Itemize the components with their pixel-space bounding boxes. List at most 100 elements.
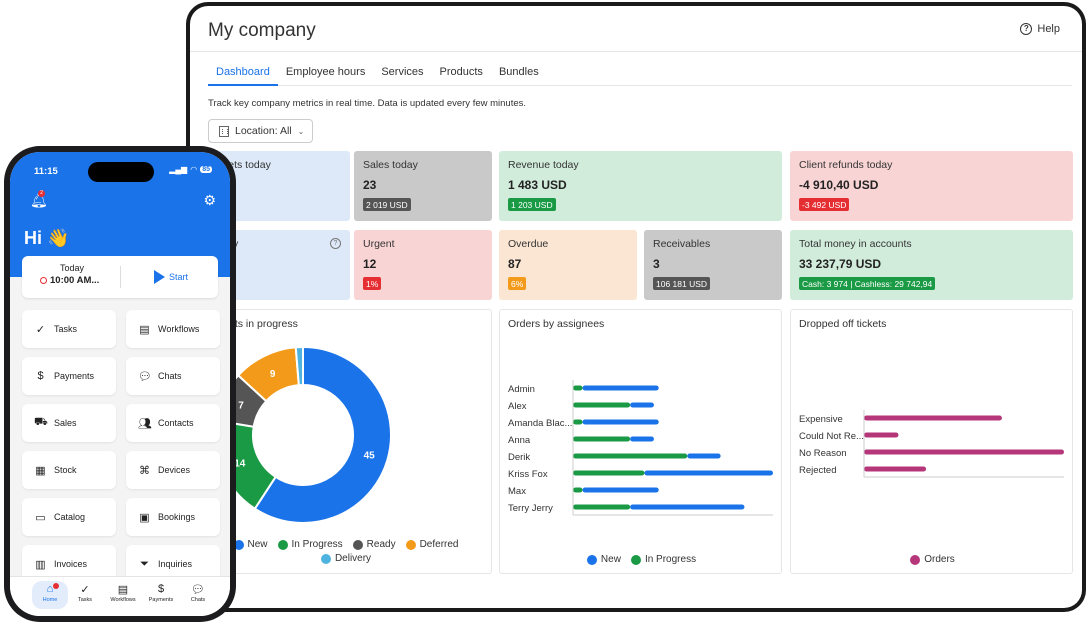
stock-button[interactable]: ▦ Stock: [22, 451, 116, 489]
legend-item: In Progress: [277, 539, 343, 550]
bar-category-label: Max: [508, 486, 526, 497]
bar-segment: [573, 487, 583, 493]
tab-services[interactable]: Services: [381, 66, 424, 78]
tab-dashboard[interactable]: Dashboard: [208, 64, 278, 86]
bar-segment: [573, 504, 631, 510]
cart-icon: ⛟: [34, 416, 48, 428]
bar-category-label: Terry Jerry: [508, 503, 553, 514]
donut-slice: [253, 345, 392, 524]
tab-payments[interactable]: $ Payments: [143, 583, 179, 603]
play-icon: [154, 270, 165, 284]
chat-icon: 💬︎: [138, 370, 152, 383]
command-icon: ⌘: [139, 464, 150, 477]
bar-segment: [864, 415, 1002, 421]
bar-segment: [573, 385, 583, 391]
today-time: 10:00 AM...: [40, 275, 99, 286]
info-icon[interactable]: ?: [330, 238, 341, 249]
total-money-card[interactable]: Total money in accounts 33 237,79 USD Ca…: [790, 230, 1073, 300]
tab-chats[interactable]: 💬︎ Chats: [180, 583, 216, 603]
tab-home[interactable]: ⌂ Home: [32, 581, 68, 609]
donut-slice: [294, 345, 304, 387]
dropped-off-panel: Dropped off tickets Expensive Could Not R…: [790, 309, 1073, 574]
bar-segment: [864, 466, 927, 472]
card-value: 3: [653, 257, 660, 271]
card-label: Revenue today: [508, 159, 579, 171]
start-label: Start: [169, 272, 189, 282]
bar-category-label: Rejected: [799, 465, 837, 476]
bar-segment: [864, 432, 899, 438]
panel-title: Dropped off tickets: [799, 318, 887, 330]
urgent-card[interactable]: Urgent 12 1%: [354, 230, 492, 300]
divider: [120, 266, 121, 288]
location-label: Location: All: [235, 125, 292, 137]
tab-workflows[interactable]: ▤ Workflows: [105, 583, 141, 603]
card-label: Client refunds today: [799, 159, 893, 171]
status-time: 11:15: [34, 166, 58, 177]
chats-button[interactable]: 💬︎ Chats: [126, 357, 220, 395]
revenue-today-card[interactable]: Revenue today 1 483 USD 1 203 USD: [499, 151, 782, 221]
sales-button[interactable]: ⛟ Sales: [22, 404, 116, 442]
page-description: Track key company metrics in real time. …: [208, 98, 527, 109]
bar-segment: [630, 436, 654, 442]
catalog-button[interactable]: ▭ Catalog: [22, 498, 116, 536]
devices-button[interactable]: ⌘ Devices: [126, 451, 220, 489]
legend-item: Deferred: [405, 539, 458, 550]
donut-label: 45: [364, 451, 376, 462]
bar-category-label: Admin: [508, 384, 535, 395]
panel-title: Orders by assignees: [508, 318, 605, 330]
signal-icon: ▂▄▆: [169, 165, 188, 174]
location-filter[interactable]: Location: All ⌄: [208, 119, 313, 143]
check-icon: ✓: [80, 584, 90, 596]
home-icon: ⌂: [46, 583, 54, 595]
tablet-frame: My company ? Help Dashboard Employee hou…: [186, 2, 1086, 612]
greeting: Hi 👋: [24, 228, 70, 248]
status-icons: ▂▄▆ ◠ 85: [169, 165, 212, 174]
card-value: 1 483 USD: [508, 178, 567, 192]
dropped-legend: Orders: [791, 554, 1074, 565]
payments-button[interactable]: $ Payments: [22, 357, 116, 395]
gear-icon[interactable]: ⚙: [203, 192, 216, 208]
chat-icon: 💬︎: [191, 584, 205, 596]
orders-by-assignees-panel: Orders by assignees Admin Alex Amanda Blac…: [499, 309, 782, 574]
card-label: Sales today: [363, 159, 418, 171]
bar-segment: [630, 402, 654, 408]
filter-icon: ⏷: [140, 557, 149, 570]
tasks-button[interactable]: ✓ Tasks: [22, 310, 116, 348]
panel-title: ets in progress: [229, 318, 298, 330]
tab-bar: Dashboard Employee hours Services Produc…: [208, 64, 1072, 86]
card-badge: 106 181 USD: [653, 277, 711, 290]
stock-icon: ▦: [35, 464, 46, 477]
tab-products[interactable]: Products: [439, 66, 483, 78]
tab-employee-hours[interactable]: Employee hours: [285, 66, 366, 78]
card-badge: 1 203 USD: [508, 198, 556, 211]
assignees-bar-chart: Admin Alex Amanda Blac... Anna Derik Kriss Fo…: [508, 380, 773, 516]
bar-segment: [864, 449, 1064, 455]
home-badge: [53, 583, 59, 589]
invoice-icon: ▥: [35, 558, 46, 571]
help-button[interactable]: ? Help: [1020, 23, 1060, 35]
record-icon: [40, 277, 47, 284]
bookings-button[interactable]: ▣ Bookings: [126, 498, 220, 536]
client-refunds-card[interactable]: Client refunds today -4 910,40 USD -3 49…: [790, 151, 1073, 221]
receivables-card[interactable]: Receivables 3 106 181 USD: [644, 230, 782, 300]
card-badge: 6%: [508, 277, 527, 290]
legend-item: Orders: [910, 554, 955, 565]
phone-screen: 11:15 ▂▄▆ ◠ 85 🔔︎ 2 ⚙ Hi 👋 Today 10:00 A…: [10, 152, 230, 616]
start-button[interactable]: Start: [154, 270, 188, 284]
dynamic-island: [88, 162, 154, 182]
bar-segment: [573, 453, 688, 459]
tab-tasks[interactable]: ✓ Tasks: [67, 583, 103, 603]
sales-today-card[interactable]: Sales today 23 2 019 USD: [354, 151, 492, 221]
workflow-icon: ▤: [139, 323, 150, 336]
donut-label: 9: [270, 369, 276, 380]
notification-badge: 2: [38, 190, 45, 197]
calendar-icon: ▣: [139, 511, 150, 524]
workflows-button[interactable]: ▤ Workflows: [126, 310, 220, 348]
tab-bundles[interactable]: Bundles: [498, 66, 539, 78]
overdue-card[interactable]: Overdue 87 6%: [499, 230, 637, 300]
bar-category-label: Could Not Re...: [799, 431, 864, 442]
bar-segment: [644, 470, 773, 476]
donut-legend: New In Progress Ready Deferred Delivery: [231, 539, 461, 564]
contacts-button[interactable]: 👥︎ Contacts: [126, 404, 220, 442]
building-icon: [219, 125, 229, 137]
